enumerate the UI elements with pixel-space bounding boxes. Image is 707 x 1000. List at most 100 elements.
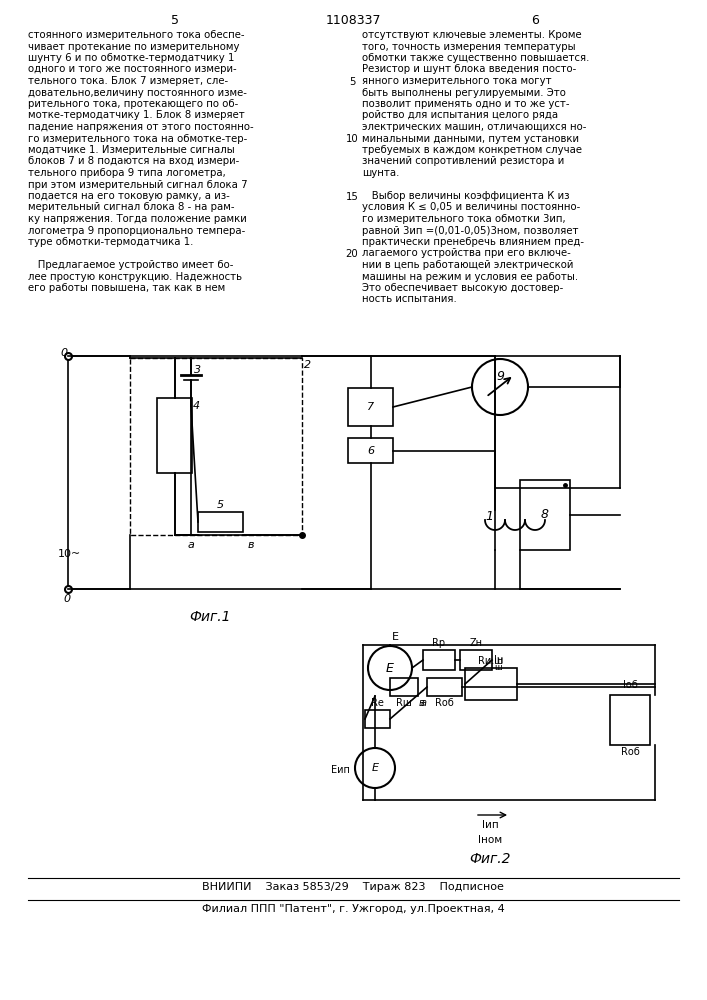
Text: 9: 9 bbox=[496, 370, 504, 383]
Text: 2: 2 bbox=[304, 360, 311, 370]
Text: Eип: Eип bbox=[331, 765, 350, 775]
Text: мотке-термодатчику 1. Блок 8 измеряет: мотке-термодатчику 1. Блок 8 измеряет bbox=[28, 110, 245, 120]
Text: Rоб: Rоб bbox=[621, 747, 639, 757]
Text: одного и того же постоянного измери-: одного и того же постоянного измери- bbox=[28, 64, 237, 75]
Text: 1108337: 1108337 bbox=[325, 14, 381, 27]
Text: Rш: Rш bbox=[396, 698, 412, 708]
Text: шунту 6 и по обмотке-термодатчику 1: шунту 6 и по обмотке-термодатчику 1 bbox=[28, 53, 235, 63]
Text: Rи.ш: Rи.ш bbox=[479, 656, 503, 666]
Text: Zн: Zн bbox=[469, 638, 482, 648]
Bar bbox=[348, 438, 393, 463]
Text: Фиг.1: Фиг.1 bbox=[189, 610, 230, 624]
Text: 5: 5 bbox=[217, 500, 224, 510]
Text: ш: ш bbox=[494, 662, 502, 672]
Bar bbox=[157, 398, 192, 473]
Bar bbox=[130, 358, 302, 535]
Text: стоянного измерительного тока обеспе-: стоянного измерительного тока обеспе- bbox=[28, 30, 245, 40]
Text: позволит применять одно и то же уст-: позволит применять одно и то же уст- bbox=[362, 99, 570, 109]
Bar bbox=[348, 388, 393, 426]
Text: Резистор и шунт блока введения посто-: Резистор и шунт блока введения посто- bbox=[362, 64, 576, 75]
Text: го измерительного тока на обмотке-тер-: го измерительного тока на обмотке-тер- bbox=[28, 133, 247, 143]
Bar bbox=[423, 650, 455, 670]
Text: 3: 3 bbox=[194, 365, 201, 375]
Text: лее простую конструкцию. Надежность: лее простую конструкцию. Надежность bbox=[28, 271, 242, 282]
Text: Iип: Iип bbox=[481, 820, 498, 830]
Bar bbox=[365, 710, 390, 728]
Text: 7: 7 bbox=[367, 402, 374, 412]
Text: нии в цепь работающей электрической: нии в цепь работающей электрической bbox=[362, 260, 573, 270]
Text: ность испытания.: ность испытания. bbox=[362, 294, 457, 304]
Bar bbox=[460, 650, 492, 670]
Text: ВНИИПИ    Заказ 5853/29    Тираж 823    Подписное: ВНИИПИ Заказ 5853/29 Тираж 823 Подписное bbox=[202, 882, 504, 892]
Text: Rе: Rе bbox=[371, 698, 384, 708]
Text: при этом измерительный сигнал блока 7: при этом измерительный сигнал блока 7 bbox=[28, 180, 247, 190]
Text: равной 3ип =(0,01-0,05)3ном, позволяет: равной 3ип =(0,01-0,05)3ном, позволяет bbox=[362, 226, 578, 235]
Text: в: в bbox=[248, 540, 255, 550]
Text: го измерительного тока обмотки 3ип,: го измерительного тока обмотки 3ип, bbox=[362, 214, 566, 224]
Text: 8: 8 bbox=[541, 508, 549, 522]
Bar bbox=[427, 678, 462, 696]
Text: шунта.: шунта. bbox=[362, 168, 399, 178]
Text: 4: 4 bbox=[193, 401, 200, 411]
Text: 10: 10 bbox=[346, 134, 358, 144]
Text: тельного тока. Блок 7 измеряет, сле-: тельного тока. Блок 7 измеряет, сле- bbox=[28, 76, 228, 86]
Text: Филиал ППП "Патент", г. Ужгород, ул.Проектная, 4: Филиал ППП "Патент", г. Ужгород, ул.Прое… bbox=[201, 904, 504, 914]
Text: модатчике 1. Измерительные сигналы: модатчике 1. Измерительные сигналы bbox=[28, 145, 235, 155]
Text: тельного прибора 9 типа логометра,: тельного прибора 9 типа логометра, bbox=[28, 168, 226, 178]
Text: подается на его токовую рамку, а из-: подается на его токовую рамку, а из- bbox=[28, 191, 230, 201]
Text: требуемых в каждом конкретном случае: требуемых в каждом конкретном случае bbox=[362, 145, 582, 155]
Text: электрических машин, отличающихся но-: электрических машин, отличающихся но- bbox=[362, 122, 586, 132]
Text: а: а bbox=[188, 540, 195, 550]
Text: его работы повышена, так как в нем: его работы повышена, так как в нем bbox=[28, 283, 226, 293]
Text: логометра 9 пропорционально темпера-: логометра 9 пропорционально темпера- bbox=[28, 226, 245, 235]
Text: 15: 15 bbox=[346, 192, 358, 202]
Text: в: в bbox=[419, 698, 424, 708]
Text: 1: 1 bbox=[485, 510, 493, 523]
Text: чивает протекание по измерительному: чивает протекание по измерительному bbox=[28, 41, 240, 51]
Bar bbox=[610, 695, 650, 745]
Text: условия К ≤ 0,05 и величины постоянно-: условия К ≤ 0,05 и величины постоянно- bbox=[362, 202, 580, 213]
Bar bbox=[198, 512, 243, 532]
Text: Предлагаемое устройство имеет бо-: Предлагаемое устройство имеет бо- bbox=[28, 260, 233, 270]
Text: Iоб: Iоб bbox=[623, 680, 638, 690]
Text: E: E bbox=[392, 632, 399, 642]
Text: машины на режим и условия ее работы.: машины на режим и условия ее работы. bbox=[362, 271, 578, 282]
Text: янного измерительного тока могут: янного измерительного тока могут bbox=[362, 76, 551, 86]
Text: Rоб: Rоб bbox=[435, 698, 454, 708]
Text: 0: 0 bbox=[63, 594, 70, 604]
Bar bbox=[520, 480, 570, 550]
Text: E: E bbox=[386, 662, 394, 674]
Text: Rр: Rр bbox=[433, 638, 445, 648]
Bar bbox=[390, 678, 418, 696]
Text: Это обеспечивает высокую достовер-: Это обеспечивает высокую достовер- bbox=[362, 283, 563, 293]
Text: быть выполнены регулируемыми. Это: быть выполнены регулируемыми. Это bbox=[362, 88, 566, 98]
Text: рительного тока, протекающего по об-: рительного тока, протекающего по об- bbox=[28, 99, 238, 109]
Bar bbox=[465, 668, 517, 700]
Text: лагаемого устройства при его включе-: лагаемого устройства при его включе- bbox=[362, 248, 571, 258]
Text: Iн: Iн bbox=[494, 655, 503, 665]
Text: минальными данными, путем установки: минальными данными, путем установки bbox=[362, 133, 579, 143]
Text: 6: 6 bbox=[531, 14, 539, 27]
Text: значений сопротивлений резистора и: значений сопротивлений резистора и bbox=[362, 156, 564, 166]
Text: 5: 5 bbox=[349, 77, 355, 87]
Text: Выбор величины коэффициента К из: Выбор величины коэффициента К из bbox=[362, 191, 570, 201]
Text: 6: 6 bbox=[367, 446, 374, 456]
Text: туре обмотки-термодатчика 1.: туре обмотки-термодатчика 1. bbox=[28, 237, 194, 247]
Text: падение напряжения от этого постоянно-: падение напряжения от этого постоянно- bbox=[28, 122, 254, 132]
Text: Фиг.2: Фиг.2 bbox=[469, 852, 510, 866]
Text: ройство для испытания целого ряда: ройство для испытания целого ряда bbox=[362, 110, 558, 120]
Text: обмотки также существенно повышается.: обмотки также существенно повышается. bbox=[362, 53, 590, 63]
Text: мерительный сигнал блока 8 - на рам-: мерительный сигнал блока 8 - на рам- bbox=[28, 202, 235, 213]
Text: 20: 20 bbox=[346, 249, 358, 259]
Text: 5: 5 bbox=[171, 14, 179, 27]
Text: Iном: Iном bbox=[478, 835, 502, 845]
Text: довательно,величину постоянного изме-: довательно,величину постоянного изме- bbox=[28, 88, 247, 98]
Text: а: а bbox=[421, 698, 427, 708]
Text: практически пренебречь влиянием пред-: практически пренебречь влиянием пред- bbox=[362, 237, 584, 247]
Text: 0: 0 bbox=[60, 348, 67, 358]
Text: того, точность измерения температуры: того, точность измерения температуры bbox=[362, 41, 575, 51]
Text: E: E bbox=[371, 763, 378, 773]
Text: блоков 7 и 8 подаются на вход измери-: блоков 7 и 8 подаются на вход измери- bbox=[28, 156, 239, 166]
Text: ку напряжения. Тогда положение рамки: ку напряжения. Тогда положение рамки bbox=[28, 214, 247, 224]
Text: отсутствуют ключевые элементы. Кроме: отсутствуют ключевые элементы. Кроме bbox=[362, 30, 582, 40]
